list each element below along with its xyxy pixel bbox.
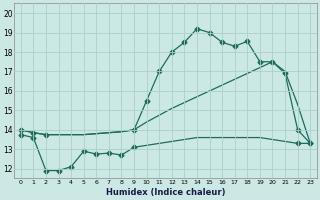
X-axis label: Humidex (Indice chaleur): Humidex (Indice chaleur) [106, 188, 225, 197]
